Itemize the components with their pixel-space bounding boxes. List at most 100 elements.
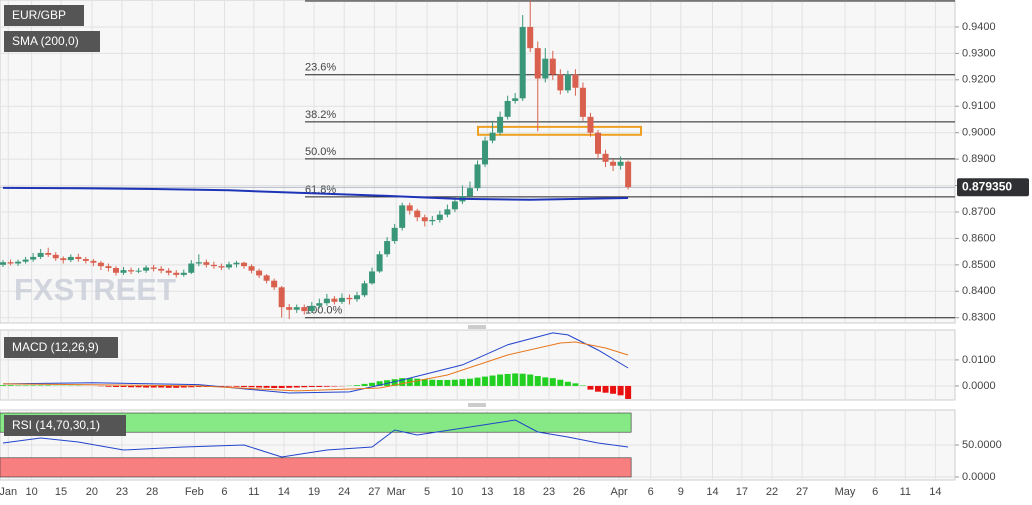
- candle-body: [316, 303, 323, 306]
- symbol-label[interactable]: EUR/GBP: [12, 8, 66, 22]
- candle-body: [256, 270, 263, 276]
- candle-body: [572, 74, 579, 88]
- histogram-bar: [135, 385, 142, 388]
- histogram-bar: [105, 385, 112, 387]
- histogram-bar: [263, 385, 270, 388]
- indicator-box[interactable]: [4, 31, 100, 52]
- candle-body: [180, 272, 187, 275]
- candle-body: [617, 161, 624, 166]
- candle-body: [203, 262, 210, 265]
- histogram-bar: [353, 385, 360, 386]
- histogram-bar: [0, 385, 7, 386]
- indicator-box[interactable]: [4, 337, 118, 358]
- candle-body: [353, 295, 360, 300]
- histogram-bar: [579, 385, 586, 386]
- histogram-bar: [293, 385, 300, 388]
- x-tick-label: 14: [278, 486, 290, 498]
- histogram-bar: [308, 385, 315, 387]
- histogram-bar: [587, 385, 594, 390]
- histogram-bar: [564, 381, 571, 386]
- indicator-label[interactable]: MACD (12,26,9): [12, 340, 99, 354]
- y-tick-label: 0.0000: [962, 471, 996, 483]
- x-tick-label: 18: [513, 486, 525, 498]
- histogram-bar: [504, 373, 511, 386]
- x-tick-label: 26: [573, 486, 585, 498]
- candle-body: [497, 116, 504, 133]
- x-tick-label: 14: [706, 486, 718, 498]
- last-price-label: 0.879350: [962, 179, 1012, 193]
- candle-body: [210, 264, 217, 267]
- histogram-bar: [421, 379, 428, 386]
- x-tick-label: May: [835, 486, 856, 498]
- candle-body: [466, 188, 473, 197]
- y-tick-label: 0.9200: [962, 74, 996, 86]
- candle-body: [504, 100, 511, 117]
- candle-body: [625, 161, 632, 188]
- x-tick-label: 6: [648, 486, 654, 498]
- indicator-label[interactable]: RSI (14,70,30,1): [12, 418, 100, 432]
- histogram-bar: [331, 385, 338, 387]
- candle-body: [158, 268, 165, 271]
- histogram-bar: [225, 385, 232, 387]
- candle-body: [60, 258, 67, 261]
- candle-body: [150, 267, 157, 269]
- candle-body: [610, 161, 617, 166]
- y-tick-label: 0.8400: [962, 285, 996, 297]
- histogram-bar: [549, 378, 556, 386]
- x-tick-label: 11: [900, 486, 911, 498]
- histogram-bar: [399, 378, 406, 386]
- candle-body: [241, 262, 248, 267]
- y-tick-label: 0.8600: [962, 232, 996, 244]
- candle-body: [376, 254, 383, 272]
- symbol-box[interactable]: [4, 5, 84, 26]
- histogram-bar: [414, 378, 421, 386]
- candle-body: [414, 210, 421, 218]
- candle-body: [587, 116, 594, 133]
- x-tick-label: 20: [86, 486, 98, 498]
- x-tick-label: 6: [221, 486, 227, 498]
- x-tick-label: 19: [308, 486, 320, 498]
- histogram-bar: [316, 385, 323, 387]
- x-tick-label: 5: [424, 486, 430, 498]
- candle-body: [75, 256, 82, 260]
- histogram-bar: [188, 385, 195, 388]
- candle-body: [564, 74, 571, 91]
- candle-body: [90, 260, 97, 263]
- candle-body: [45, 252, 52, 255]
- candle-body: [519, 26, 526, 99]
- histogram-bar: [436, 379, 443, 386]
- indicator-line: [2, 341, 629, 392]
- candle-body: [22, 259, 29, 262]
- histogram-bar: [271, 385, 278, 389]
- candle-body: [97, 262, 104, 267]
- candle-body: [7, 262, 14, 264]
- last-price-box: [957, 178, 1029, 197]
- y-tick-label: 0.9100: [962, 100, 996, 112]
- histogram-bar: [557, 379, 564, 386]
- y-tick-label: 0.8700: [962, 206, 996, 218]
- histogram-bar: [301, 385, 308, 388]
- histogram-bar: [466, 378, 473, 386]
- x-tick-label: 10: [451, 486, 463, 498]
- x-tick-label: 24: [338, 486, 350, 498]
- candle-body: [105, 266, 112, 269]
- histogram-bar: [617, 385, 624, 396]
- histogram-bar: [112, 385, 119, 387]
- indicator-label[interactable]: SMA (200,0): [12, 34, 79, 48]
- candle-body: [188, 263, 195, 273]
- candle-body: [489, 132, 496, 141]
- histogram-bar: [143, 385, 150, 388]
- candle-body: [557, 74, 564, 91]
- candle-body: [82, 259, 89, 261]
- indicator-box[interactable]: [4, 415, 126, 436]
- candle-body: [534, 48, 541, 79]
- histogram-bar: [7, 385, 14, 386]
- histogram-bar: [602, 385, 609, 393]
- candle-body: [527, 26, 534, 49]
- histogram-bar: [180, 385, 187, 388]
- watermark: FXSTREET: [14, 272, 176, 307]
- histogram-bar: [173, 385, 180, 388]
- histogram-bar: [534, 376, 541, 386]
- x-tick-label: 14: [929, 486, 941, 498]
